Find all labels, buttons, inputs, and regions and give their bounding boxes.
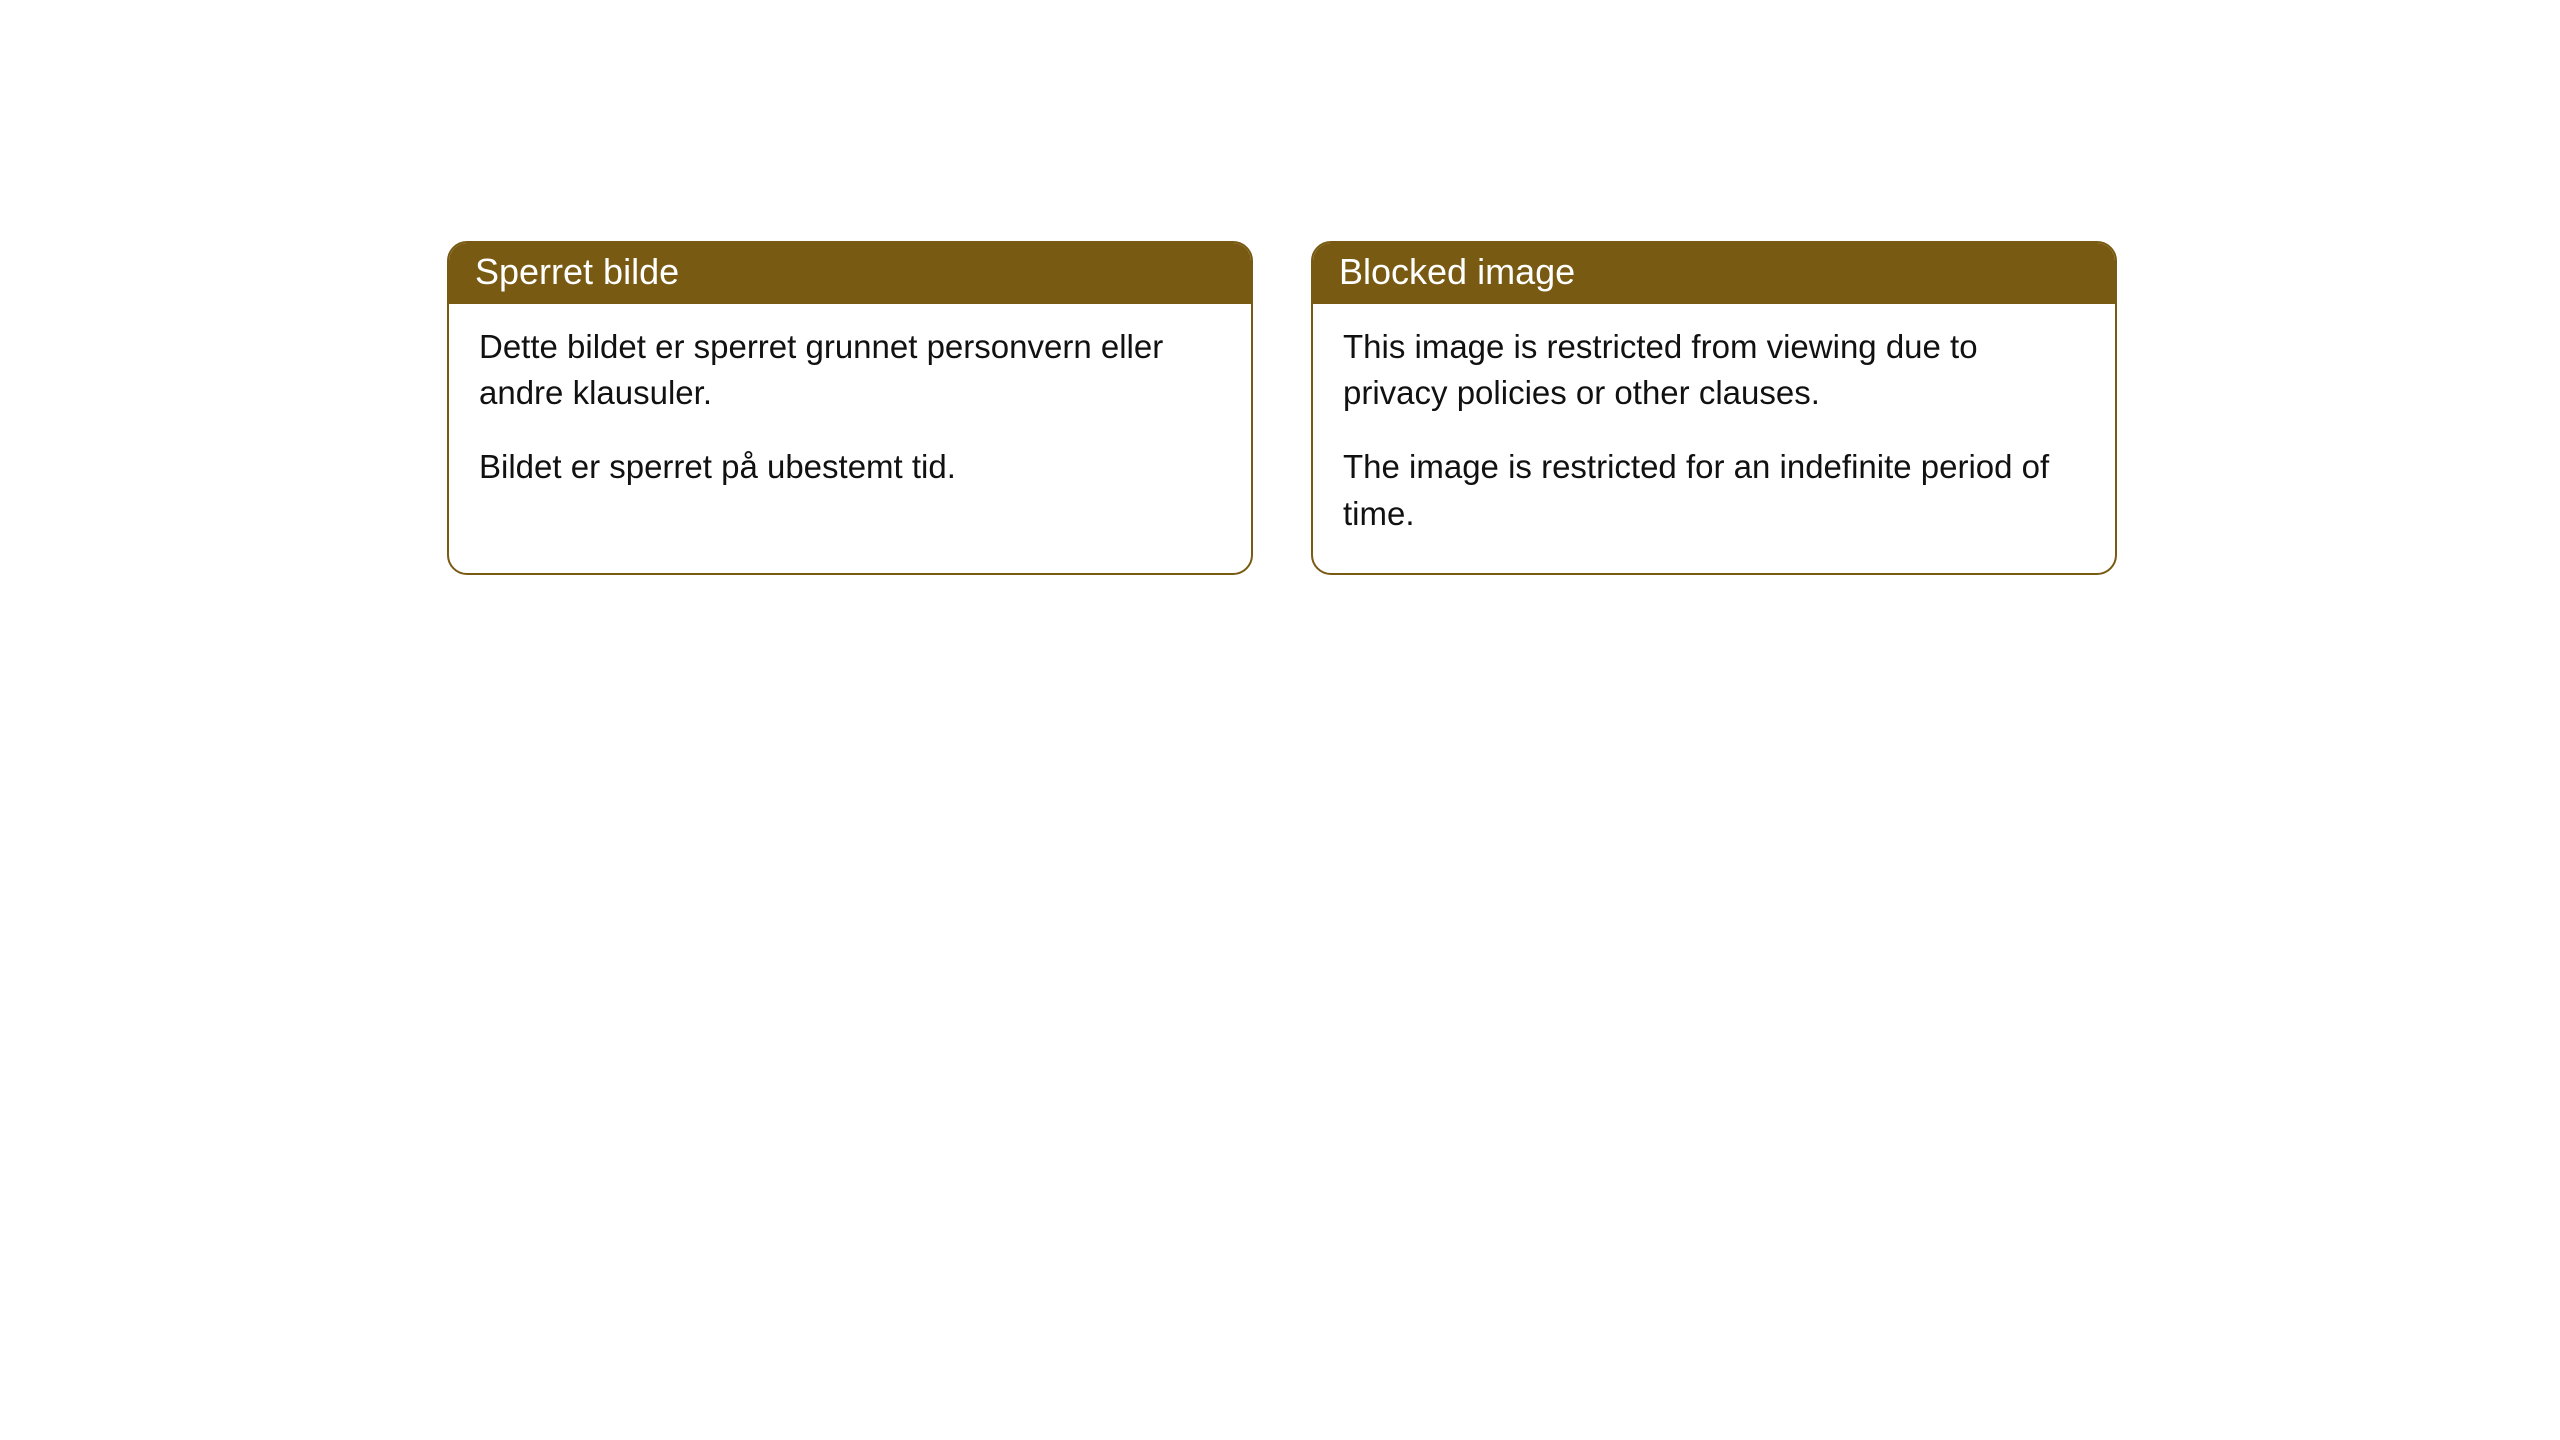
notice-paragraph: This image is restricted from viewing du…	[1343, 324, 2085, 416]
notice-card-norwegian: Sperret bilde Dette bildet er sperret gr…	[447, 241, 1253, 575]
notice-body-norwegian: Dette bildet er sperret grunnet personve…	[449, 304, 1251, 527]
notice-paragraph: Bildet er sperret på ubestemt tid.	[479, 444, 1221, 490]
notice-title-norwegian: Sperret bilde	[449, 243, 1251, 304]
notice-card-english: Blocked image This image is restricted f…	[1311, 241, 2117, 575]
notice-paragraph: Dette bildet er sperret grunnet personve…	[479, 324, 1221, 416]
notice-title-english: Blocked image	[1313, 243, 2115, 304]
notice-container: Sperret bilde Dette bildet er sperret gr…	[447, 241, 2117, 575]
notice-body-english: This image is restricted from viewing du…	[1313, 304, 2115, 573]
notice-paragraph: The image is restricted for an indefinit…	[1343, 444, 2085, 536]
